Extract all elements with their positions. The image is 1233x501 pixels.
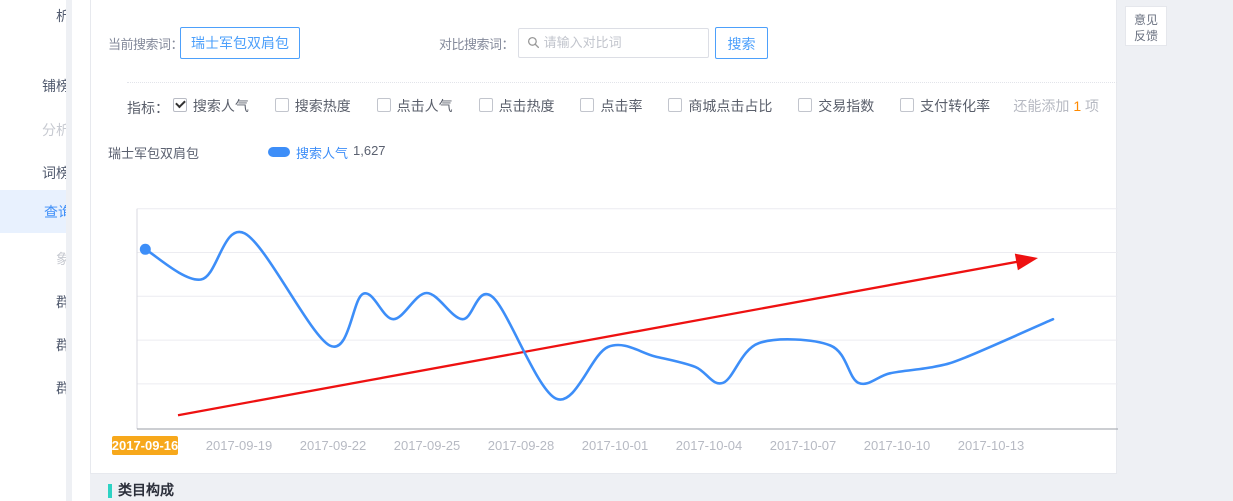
svg-text:2017-09-22: 2017-09-22 [300, 438, 367, 453]
svg-text:2017-10-13: 2017-10-13 [958, 438, 1025, 453]
svg-text:2017-09-25: 2017-09-25 [394, 438, 461, 453]
svg-text:2017-09-28: 2017-09-28 [488, 438, 555, 453]
svg-text:2017-09-16: 2017-09-16 [112, 438, 179, 453]
svg-text:2017-10-10: 2017-10-10 [864, 438, 931, 453]
svg-text:2017-10-04: 2017-10-04 [676, 438, 743, 453]
svg-text:2017-10-01: 2017-10-01 [582, 438, 649, 453]
svg-text:2017-10-07: 2017-10-07 [770, 438, 837, 453]
svg-text:2017-09-19: 2017-09-19 [206, 438, 273, 453]
